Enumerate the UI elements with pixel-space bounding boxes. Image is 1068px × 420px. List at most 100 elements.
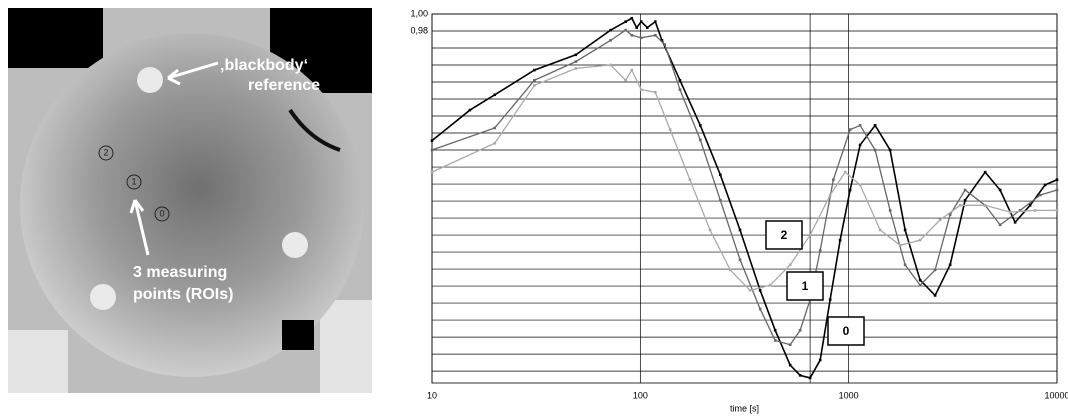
data-point bbox=[1055, 209, 1059, 212]
data-point bbox=[738, 258, 742, 262]
data-point bbox=[1033, 209, 1037, 212]
data-point bbox=[933, 268, 937, 272]
data-point bbox=[1038, 193, 1042, 197]
x-tick-label: 1000 bbox=[839, 390, 859, 400]
series-line bbox=[431, 17, 1058, 379]
roi-label: 2 bbox=[103, 147, 108, 157]
data-point bbox=[788, 363, 792, 367]
roi-circle bbox=[98, 145, 114, 161]
plot-area bbox=[431, 13, 1058, 384]
data-point bbox=[773, 339, 777, 342]
x-tick-label: 10000 bbox=[1044, 390, 1068, 400]
data-point bbox=[878, 228, 882, 232]
data-point bbox=[678, 88, 682, 91]
data-point bbox=[430, 170, 434, 174]
data-point bbox=[758, 307, 762, 311]
x-tick-label: 100 bbox=[633, 390, 648, 400]
data-point bbox=[1055, 188, 1059, 192]
data-point bbox=[948, 263, 952, 267]
data-point bbox=[898, 243, 902, 247]
dark-corner bbox=[8, 8, 103, 68]
data-point bbox=[958, 204, 962, 207]
data-point bbox=[468, 108, 472, 112]
legend-label: 2 bbox=[781, 228, 788, 242]
dark-spot bbox=[282, 320, 314, 350]
annotation: 3 measuring bbox=[133, 264, 227, 281]
data-point bbox=[609, 63, 612, 67]
data-point bbox=[639, 20, 643, 23]
y-tick-label: 0,98 bbox=[410, 25, 428, 35]
data-point bbox=[768, 283, 772, 287]
x-tick-label: 10 bbox=[427, 390, 437, 400]
annotation: reference bbox=[248, 77, 320, 94]
legend-box bbox=[765, 220, 803, 250]
y-tick-label: 1,00 bbox=[410, 8, 428, 18]
data-point bbox=[858, 143, 862, 147]
data-point bbox=[938, 218, 942, 222]
legend-box bbox=[786, 271, 824, 301]
data-point bbox=[843, 170, 847, 174]
data-point bbox=[718, 198, 722, 202]
data-point bbox=[1008, 210, 1012, 214]
data-point bbox=[630, 33, 634, 37]
data-point bbox=[828, 298, 832, 301]
roi-label: 0 bbox=[159, 208, 164, 218]
arrow bbox=[167, 61, 219, 86]
reference-spot bbox=[282, 232, 308, 258]
data-point bbox=[718, 173, 722, 176]
data-point bbox=[574, 53, 578, 57]
data-point bbox=[630, 68, 634, 72]
data-point bbox=[788, 343, 792, 347]
data-point bbox=[838, 238, 842, 242]
data-point bbox=[873, 124, 877, 127]
data-point bbox=[654, 90, 657, 94]
data-point bbox=[728, 268, 732, 272]
thermal-image: 2 1 0 ‚blackbody‘ reference 3 measuring … bbox=[8, 8, 372, 393]
roi-circle bbox=[154, 206, 170, 222]
data-point bbox=[918, 238, 922, 242]
data-point bbox=[998, 188, 1002, 192]
data-point bbox=[738, 228, 742, 232]
data-point bbox=[858, 183, 862, 187]
series-line bbox=[431, 29, 1058, 346]
data-point bbox=[668, 128, 672, 131]
data-point bbox=[654, 33, 657, 37]
data-point bbox=[645, 26, 649, 29]
data-point bbox=[639, 36, 643, 40]
data-point bbox=[624, 28, 627, 32]
data-point bbox=[533, 84, 536, 87]
data-point bbox=[788, 263, 792, 267]
data-point bbox=[688, 178, 692, 182]
annotation: points (ROIs) bbox=[133, 286, 233, 303]
data-point bbox=[624, 79, 627, 82]
data-point bbox=[654, 20, 657, 23]
data-point bbox=[663, 43, 667, 46]
roi-circle bbox=[126, 174, 142, 190]
data-point bbox=[1055, 178, 1059, 182]
data-point bbox=[574, 60, 578, 63]
reference-spot bbox=[90, 284, 116, 310]
data-point bbox=[574, 67, 578, 70]
data-point bbox=[430, 148, 434, 152]
data-point bbox=[848, 128, 852, 131]
data-point bbox=[698, 124, 702, 127]
data-point bbox=[918, 278, 922, 282]
data-point bbox=[493, 93, 497, 97]
data-point bbox=[1028, 204, 1032, 207]
x-axis-label: time [s] bbox=[730, 403, 759, 413]
data-point bbox=[873, 148, 877, 152]
data-point bbox=[630, 16, 634, 20]
data-point bbox=[963, 198, 967, 202]
data-point bbox=[798, 374, 802, 377]
data-point bbox=[903, 228, 907, 232]
reference-spot bbox=[137, 67, 163, 93]
data-point bbox=[808, 233, 812, 237]
frame bbox=[8, 330, 68, 393]
data-point bbox=[828, 193, 832, 197]
data-point bbox=[1043, 183, 1047, 187]
data-point bbox=[635, 26, 638, 29]
data-point bbox=[773, 328, 777, 332]
data-point bbox=[848, 188, 852, 192]
data-point bbox=[888, 148, 892, 152]
